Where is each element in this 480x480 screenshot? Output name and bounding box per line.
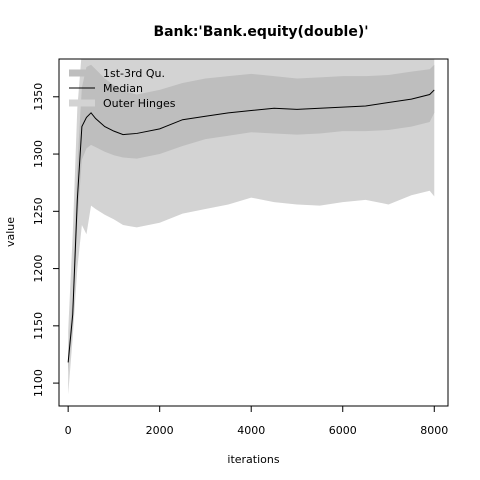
legend-label: Median xyxy=(103,82,143,95)
median-line xyxy=(67,89,435,363)
x-tick-label: 0 xyxy=(65,424,72,437)
x-tick-label: 4000 xyxy=(237,424,265,437)
x-tick-label: 8000 xyxy=(420,424,448,437)
x-axis-title: iterations xyxy=(227,453,279,466)
y-tick-label: 1150 xyxy=(32,312,45,340)
chart-title: Bank:'Bank.equity(double)' xyxy=(153,24,368,40)
y-axis-title: value xyxy=(4,217,17,247)
y-tick-label: 1300 xyxy=(32,140,45,168)
y-tick-label: 1100 xyxy=(32,369,45,397)
legend: 1st-3rd Qu. Median Outer Hinges xyxy=(69,67,176,110)
x-tick-label: 2000 xyxy=(146,424,174,437)
x-axis: 0 2000 4000 6000 8000 xyxy=(65,405,448,437)
y-tick-label: 1350 xyxy=(32,83,45,111)
x-tick-label: 6000 xyxy=(329,424,357,437)
legend-label: Outer Hinges xyxy=(103,97,176,110)
legend-label: 1st-3rd Qu. xyxy=(103,67,165,80)
y-axis: 1100 1150 1200 1250 1300 1350 xyxy=(32,83,60,397)
y-tick-label: 1250 xyxy=(32,197,45,225)
band-1 xyxy=(68,64,435,372)
y-tick-label: 1200 xyxy=(32,255,45,283)
